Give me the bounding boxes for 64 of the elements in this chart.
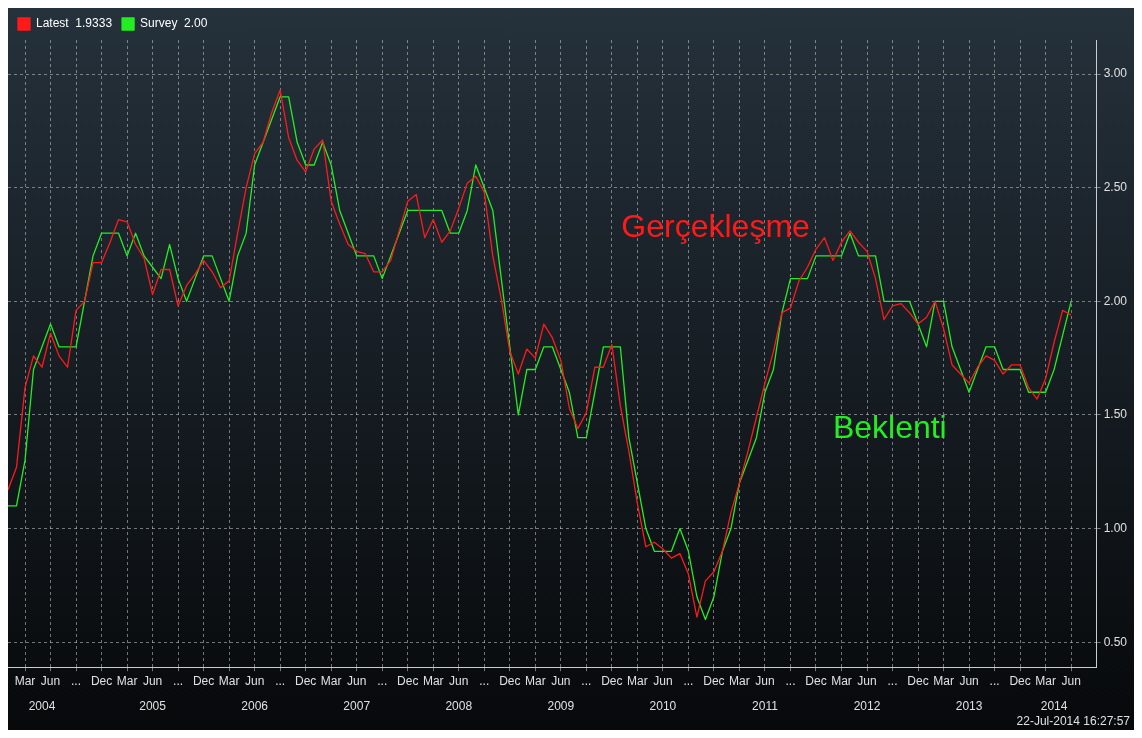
x-tick-label: ...: [683, 673, 694, 688]
x-tick-label: Mar: [1035, 673, 1056, 688]
x-tick-label: ...: [71, 673, 82, 688]
x-tick-label: ...: [887, 673, 898, 688]
x-tick-label: Jun: [857, 673, 877, 688]
x-tick-label: Mar: [116, 673, 138, 688]
x-tick-label: Jun: [1061, 673, 1081, 688]
x-tick-label: Mar: [627, 673, 648, 688]
x-tick-label: Jun: [244, 673, 265, 688]
y-tick-label: 3.00: [1103, 66, 1128, 81]
x-tick-label: Jun: [142, 673, 163, 688]
x-tick-label: ...: [581, 673, 592, 688]
x-tick-label: Jun: [959, 673, 979, 688]
x2-tick-label: 2004: [28, 699, 56, 714]
x-tick-label: Dec: [907, 673, 929, 688]
x-tick-label: Dec: [192, 673, 215, 688]
text: 22-Jul-2014 16:27:57: [1016, 714, 1131, 729]
x-tick-label: Dec: [499, 673, 521, 688]
x-tick-label: Jun: [653, 673, 673, 688]
x-tick-label: Mar: [320, 673, 342, 688]
x2-tick-label: 2009: [547, 699, 575, 714]
y-tick-label: 2.00: [1103, 293, 1128, 308]
x-tick-label: Mar: [729, 673, 750, 688]
x-tick-label: Jun: [40, 673, 61, 688]
x-tick-label: Mar: [524, 673, 546, 688]
y-tick-label: 1.50: [1103, 407, 1128, 422]
x-tick-label: Dec: [90, 673, 113, 688]
legend-label: Latest 1.9333: [36, 16, 113, 31]
x-tick-label: ...: [173, 673, 184, 688]
x-tick-label: Mar: [14, 673, 36, 688]
x-tick-label: Mar: [422, 673, 444, 688]
x-tick-label: ...: [377, 673, 388, 688]
x2-tick-label: 2008: [445, 699, 473, 714]
x-tick-label: Jun: [449, 673, 469, 688]
x-tick-label: Dec: [1009, 673, 1031, 688]
x-tick-label: ...: [275, 673, 286, 688]
x-tick-label: ...: [989, 673, 1000, 688]
x-tick-label: Dec: [397, 673, 419, 688]
x-tick-label: Jun: [755, 673, 775, 688]
x-tick-label: Mar: [933, 673, 954, 688]
x-tick-label: ...: [479, 673, 490, 688]
x2-tick-label: 2012: [853, 699, 881, 714]
y-tick-label: 2.50: [1103, 180, 1128, 195]
x-tick-label: Jun: [347, 673, 367, 688]
x-tick-label: Jun: [551, 673, 571, 688]
y-tick-label: 1.00: [1103, 520, 1128, 535]
x2-tick-label: 2011: [752, 699, 779, 714]
x2-tick-label: 2006: [241, 699, 269, 714]
y-tick-label: 0.50: [1103, 634, 1128, 649]
x-tick-label: Dec: [703, 673, 725, 688]
x-tick-label: Mar: [831, 673, 852, 688]
x2-tick-label: 2010: [649, 699, 677, 714]
legend-label: Survey 2.00: [140, 16, 208, 31]
x2-tick-label: 2013: [955, 699, 983, 714]
annotation: Gerçekleşme: [621, 207, 810, 244]
x2-tick-label: 2005: [139, 699, 167, 714]
x-tick-label: Mar: [218, 673, 240, 688]
x-tick-label: ...: [785, 673, 796, 688]
x-tick-label: Dec: [295, 673, 317, 688]
x-tick-label: Dec: [601, 673, 623, 688]
x-tick-label: Dec: [805, 673, 827, 688]
annotation: Beklenti: [832, 408, 947, 445]
x2-tick-label: 2007: [343, 699, 371, 714]
x2-tick-label: 2014: [1040, 699, 1068, 714]
